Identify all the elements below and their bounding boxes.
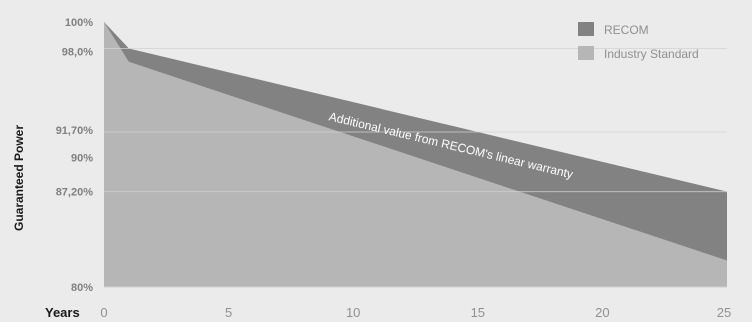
x-axis-label: Years [45,305,80,320]
y-tick-label: 87,20% [56,187,94,199]
y-tick-labels: 100% 98,0% 91,70% 90% 87,20% 80% [56,17,94,294]
x-tick-label: 0 [100,305,107,320]
y-tick-label: 98,0% [62,47,93,59]
x-tick-label: 5 [225,305,232,320]
series-area-industry-standard [104,22,727,287]
legend-label-recom: RECOM [604,23,649,37]
legend-swatch-industry-standard [578,46,594,60]
x-tick-label: 25 [717,305,731,320]
legend-label-industry-standard: Industry Standard [604,47,699,61]
y-tick-label: 91,70% [56,125,94,137]
gridlines-overlay [104,48,727,288]
y-tick-label: 80% [71,282,93,294]
x-tick-labels: 0 5 10 15 20 25 [100,305,731,320]
y-axis-label: Guaranteed Power [12,125,26,231]
y-tick-label: 90% [71,153,93,165]
x-tick-label: 20 [595,305,609,320]
y-tick-label: 100% [65,17,93,29]
x-tick-label: 15 [471,305,485,320]
legend: RECOM Industry Standard [578,22,699,61]
legend-swatch-recom [578,22,594,36]
x-tick-label: 10 [346,305,360,320]
